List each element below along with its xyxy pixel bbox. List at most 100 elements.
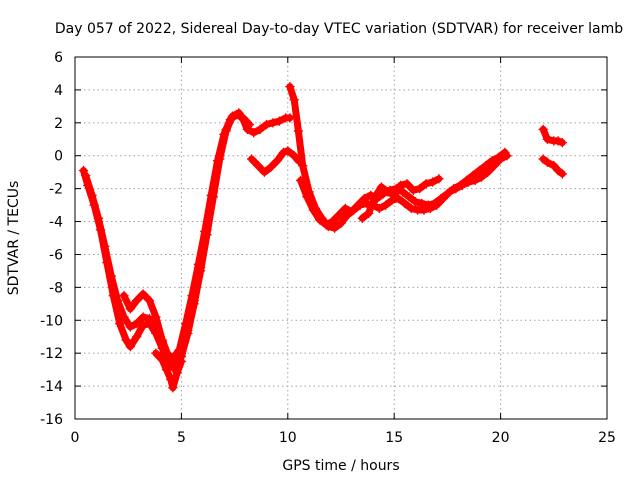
data-point [125, 322, 136, 332]
data-point [449, 183, 459, 194]
data-point [353, 200, 363, 210]
data-point [274, 116, 285, 126]
y-tick-label: 6 [54, 50, 63, 66]
data-point [138, 312, 148, 322]
data-point [461, 175, 472, 186]
data-point [455, 180, 465, 191]
data-point [195, 262, 206, 273]
ticks: 0 5 10 15 20 25 -16 -14 -12 -10 -8 -6 -4 -2 0 2 4 6 [40, 50, 616, 446]
data-point [538, 124, 548, 135]
data-point [144, 295, 155, 306]
data-point [112, 295, 123, 306]
data-point [268, 118, 278, 128]
data-point [208, 187, 219, 197]
data-point [278, 147, 289, 158]
data-point [93, 213, 104, 224]
data-point [308, 205, 319, 215]
data-point [176, 356, 187, 367]
data-point [106, 271, 116, 281]
data-point [380, 200, 391, 210]
series-band-track-f [286, 83, 511, 232]
x-tick-label: 15 [385, 430, 403, 446]
data-point [483, 167, 493, 177]
y-tick-label: -16 [40, 412, 63, 428]
data-point [189, 295, 199, 306]
data-point [163, 351, 174, 362]
data-point [476, 172, 487, 182]
data-point [238, 113, 248, 123]
data-point [289, 150, 299, 161]
data-point [414, 183, 425, 194]
plot-frame [74, 56, 608, 420]
y-tick-label: -14 [40, 379, 63, 395]
y-tick-label: 0 [54, 149, 63, 165]
data-point [246, 154, 257, 164]
data-point [408, 185, 419, 196]
data-point [487, 155, 497, 166]
data-point [542, 157, 553, 168]
data-point [340, 203, 351, 214]
data-point [293, 126, 304, 136]
y-tick-label: -10 [40, 313, 63, 329]
data-point [329, 223, 340, 233]
data-point [423, 200, 433, 210]
data-point [553, 136, 563, 146]
data-point [542, 134, 553, 145]
data-point [404, 192, 414, 202]
data-point [389, 190, 399, 200]
data-point [183, 325, 193, 335]
data-point [144, 313, 155, 324]
data-point [131, 318, 142, 329]
data-point [334, 210, 344, 220]
data-point [138, 320, 148, 330]
data-point [202, 225, 212, 235]
data-point [346, 206, 357, 217]
data-point [131, 295, 142, 306]
data-point [359, 193, 370, 204]
data-point [80, 170, 91, 181]
data-point [244, 119, 255, 130]
data-point [406, 203, 416, 214]
data-point [549, 160, 559, 171]
data-point [166, 374, 176, 385]
data-point [383, 187, 393, 197]
data-point [417, 198, 427, 209]
data-point [468, 170, 478, 181]
data-point [429, 198, 440, 209]
data-point [402, 178, 412, 189]
y-tick-label: 2 [54, 116, 63, 132]
y-tick-label: -6 [49, 247, 63, 263]
data-point [119, 290, 129, 301]
data-point [493, 152, 504, 163]
data-point [442, 188, 453, 199]
data-point [214, 150, 225, 161]
data-point [474, 165, 485, 176]
x-tick-label: 25 [598, 430, 616, 446]
data-point [119, 312, 129, 322]
data-point [395, 180, 406, 191]
data-point [480, 160, 491, 171]
data-point [176, 348, 187, 358]
data-point [285, 113, 295, 123]
data-point [234, 108, 244, 118]
x-tick-label: 20 [492, 430, 510, 446]
data-point [221, 124, 231, 135]
data-point [295, 175, 306, 186]
data-point [138, 289, 148, 299]
series-group [78, 81, 568, 393]
data-point [255, 124, 265, 135]
y-tick-label: 4 [54, 83, 63, 99]
data-point [327, 216, 338, 227]
x-axis-label: GPS time / hours [282, 458, 399, 474]
y-axis-label: SDTVAR / TECUs [6, 181, 22, 296]
data-point [125, 304, 136, 314]
x-tick-label: 0 [71, 430, 80, 446]
chart-title: Day 057 of 2022, Sidereal Day-to-day VTE… [55, 21, 623, 37]
data-point [259, 167, 270, 177]
data-point [321, 220, 331, 230]
data-point [151, 348, 161, 358]
series-band-track-j [539, 155, 566, 178]
data-point [266, 162, 276, 172]
data-point [557, 169, 568, 179]
